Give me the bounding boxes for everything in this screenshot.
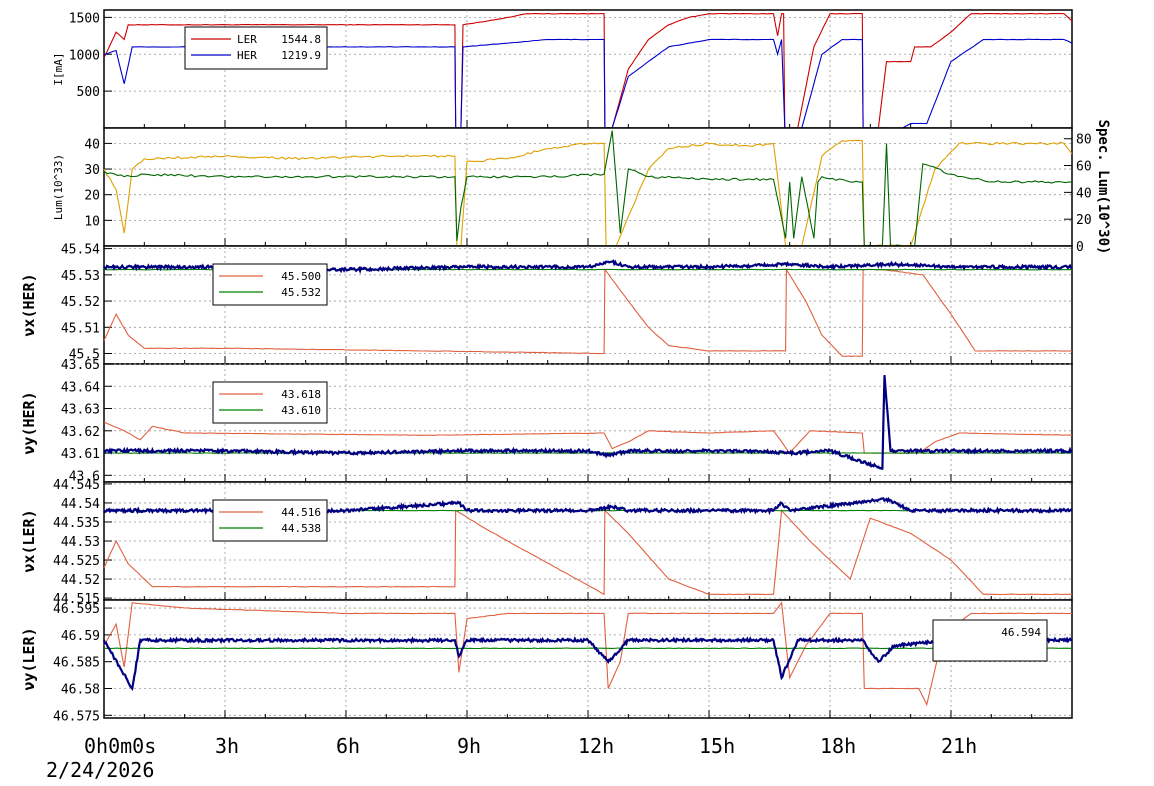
panel-1: 500 1000 1500 I[mA] LER 1544.8 HER 1219.9 <box>52 10 1072 128</box>
y-tick-label: 43.63 <box>61 403 100 418</box>
y-tick-label: 500 <box>77 85 100 100</box>
legend-series-name: HER <box>237 49 257 62</box>
x-tick-label: 0h0m0s <box>84 734 156 758</box>
legend-series-value: 43.618 <box>281 388 321 401</box>
y2-tick-label: 0 <box>1076 240 1084 255</box>
panel-3: 45.545.5145.5245.5345.54νx(HER)45.50045.… <box>20 243 1072 364</box>
y-axis-label: νx(HER) <box>20 273 38 336</box>
legend: 44.516 44.538 <box>213 500 327 541</box>
y-axis-label: νx(LER) <box>20 509 38 572</box>
x-tick-label-text: 3h <box>215 734 239 758</box>
x-tick-label: 9h <box>457 734 481 758</box>
y-axis-label: νy(LER) <box>20 627 38 690</box>
x-tick-label-text: 6h <box>336 734 360 758</box>
legend-series-value: 44.538 <box>281 522 321 535</box>
y-tick-label: 46.575 <box>53 709 100 724</box>
y-tick-label: 1000 <box>69 48 100 63</box>
y2-axis-label: Spec. Lum(10^30) <box>1095 120 1111 255</box>
y-tick-label: 43.65 <box>61 358 100 373</box>
y-tick-label: 46.595 <box>53 602 100 617</box>
legend-series-value: 1544.8 <box>281 33 321 46</box>
y-tick-label: 40 <box>84 137 100 152</box>
x-tick-label: 12h <box>578 734 614 758</box>
y-tick-label: 45.52 <box>61 295 100 310</box>
y-tick-label: 1500 <box>69 11 100 26</box>
legend-series-value: 45.500 <box>281 270 321 283</box>
y-tick-label: 44.52 <box>61 573 100 588</box>
y2-tick-label: 40 <box>1076 186 1092 201</box>
y-tick-label: 44.535 <box>53 516 100 531</box>
legend: LER 1544.8 HER 1219.9 <box>185 27 327 69</box>
series-line <box>104 453 1072 454</box>
y-axis-label: I[mA] <box>52 52 65 85</box>
x-tick-label-text: 18h <box>820 734 856 758</box>
legend: 46.594 <box>933 620 1047 661</box>
panel-4: 43.643.6143.6243.6343.6443.65νy(HER)43.6… <box>20 358 1072 484</box>
legend: 45.500 45.532 <box>213 264 327 305</box>
x-tick-label-text: 15h <box>699 734 735 758</box>
y-tick-label: 20 <box>84 189 100 204</box>
x-tick-label: 18h <box>820 734 856 758</box>
legend-series-name: LER <box>237 33 257 46</box>
y-tick-label: 46.585 <box>53 656 100 671</box>
series-line <box>104 648 1072 649</box>
y-axis-label: Lum(10^33) <box>52 154 65 220</box>
y-tick-label: 44.53 <box>61 535 100 550</box>
y-tick-label: 44.54 <box>61 497 100 512</box>
x-tick-label: 21h <box>941 734 977 758</box>
x-tick-label: 6h <box>336 734 360 758</box>
y2-tick-label: 60 <box>1076 160 1092 175</box>
y-tick-label: 30 <box>84 163 100 178</box>
panel-5: 44.51544.5244.52544.5344.53544.5444.545ν… <box>20 478 1072 607</box>
y-tick-label: 43.62 <box>61 425 100 440</box>
x-tick-label-text: 12h <box>578 734 614 758</box>
y-tick-label: 45.54 <box>61 243 100 258</box>
y-axis-label: νy(HER) <box>20 391 38 454</box>
x-tick-label: 15h <box>699 734 735 758</box>
legend-series-value: 1219.9 <box>281 49 321 62</box>
legend-series-value: 44.516 <box>281 506 321 519</box>
y-tick-label: 44.525 <box>53 554 100 569</box>
y2-tick-label: 80 <box>1076 133 1092 148</box>
x-tick-label-text: 0h0m0s <box>84 734 156 758</box>
panel-6: 46.575 46.58 46.585 46.59 46.595 νy(LER) 46.59… <box>20 600 1072 724</box>
legend-series-value: 45.532 <box>281 286 321 299</box>
y-tick-label: 45.51 <box>61 321 100 336</box>
legend: 43.618 43.610 <box>213 382 327 423</box>
x-tick-label-text: 21h <box>941 734 977 758</box>
y-tick-label: 10 <box>84 214 100 229</box>
legend-series-value: 46.594 <box>1001 626 1041 639</box>
y-tick-label: 43.64 <box>61 380 100 395</box>
x-axis-date: 2/24/2026 <box>46 758 154 782</box>
y-tick-label: 46.59 <box>61 629 100 644</box>
legend-series-value: 43.610 <box>281 404 321 417</box>
y2-tick-label: 20 <box>1076 213 1092 228</box>
y-tick-label: 44.545 <box>53 478 100 493</box>
x-tick-label: 3h <box>215 734 239 758</box>
y-tick-label: 46.58 <box>61 683 100 698</box>
y-tick-label: 45.53 <box>61 269 100 284</box>
x-tick-label-text: 9h <box>457 734 481 758</box>
y-tick-label: 43.61 <box>61 447 100 462</box>
